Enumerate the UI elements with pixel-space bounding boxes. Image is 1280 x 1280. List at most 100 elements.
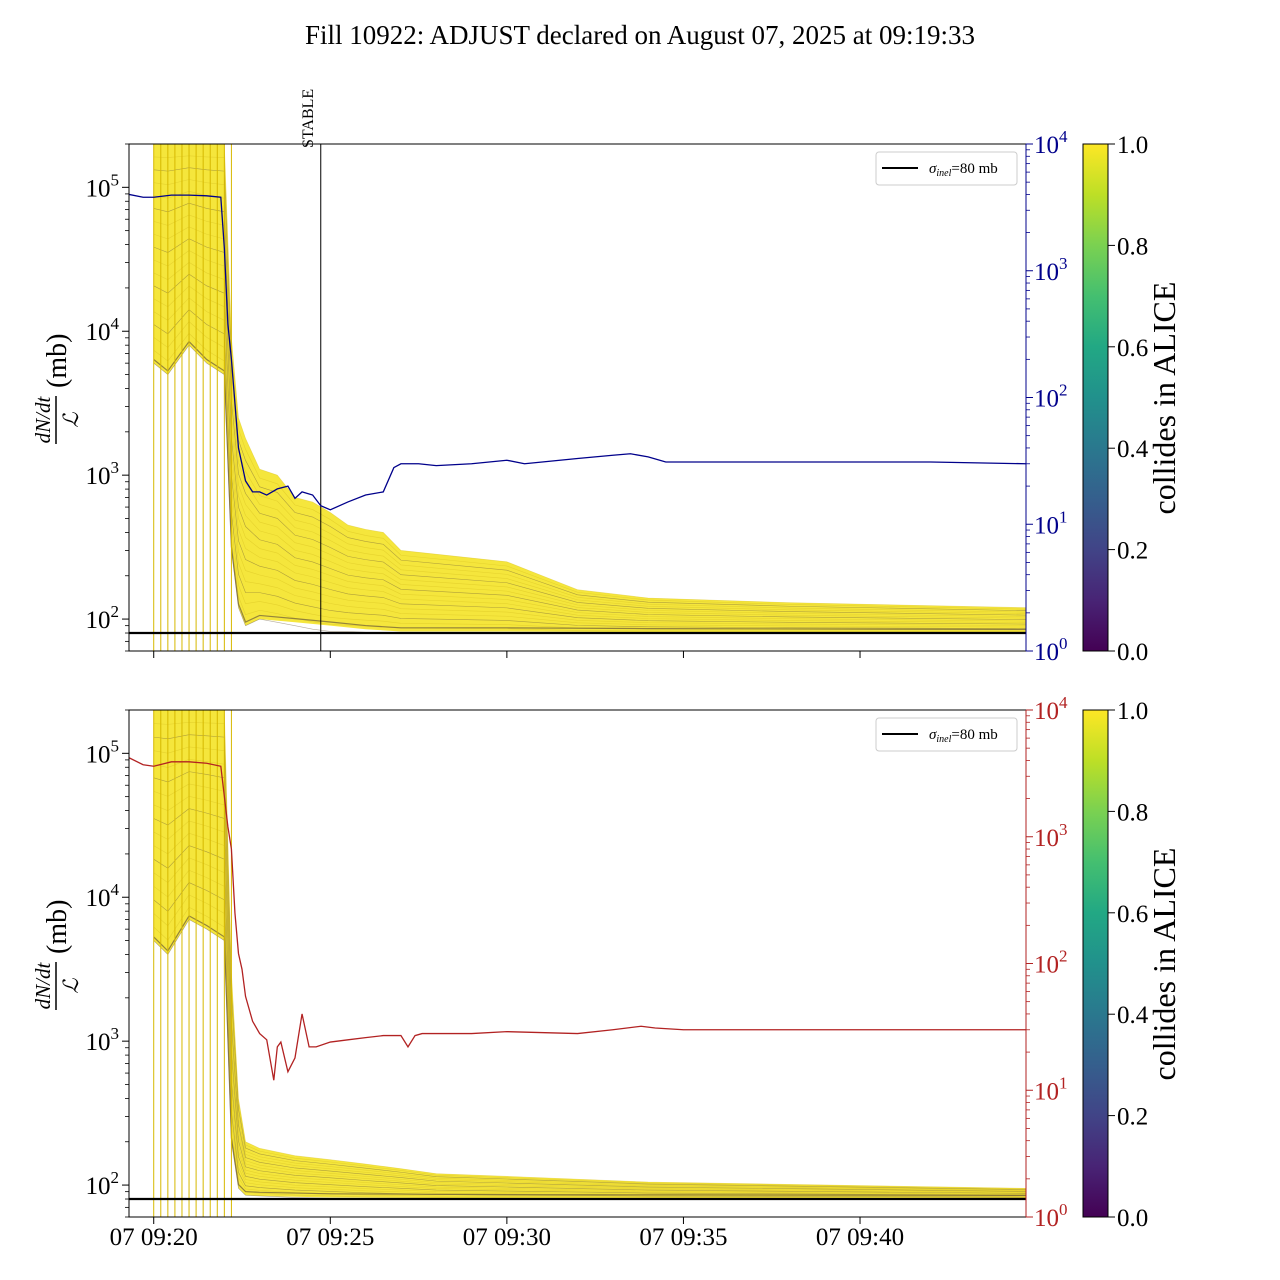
upper-right-tick-label-3: 103: [1034, 254, 1068, 286]
lower-left-tick-label-1: 103: [86, 1024, 120, 1056]
lower-left-tick-label-0: 102: [86, 1168, 120, 1200]
upper-panel: 102 103 104 105 100 101 102 103 104 STABLE σine…: [31, 89, 1182, 666]
upper-bunch-trace-10: [153, 226, 1026, 619]
upper-plot-area: [129, 144, 1026, 651]
lower-bunch-core: [153, 915, 1026, 1196]
figure-title: Fill 10922: ADJUST declared on August 07…: [305, 20, 975, 50]
upper-bunch-core: [153, 340, 1026, 630]
lower-right-axis: 100 101 102 103 104: [1025, 693, 1068, 1232]
x-tick-label-2: 07 09:30: [463, 1224, 551, 1251]
lower-x-axis: 07 09:20 07 09:25 07 09:30 07 09:35 07 09:40: [110, 1217, 904, 1251]
lower-colorbar-label: collides in ALICE: [1146, 848, 1182, 1081]
lower-bunch-trace-11: [153, 783, 1026, 1193]
upper-legend-label: σinel=80 mb: [929, 161, 998, 179]
upper-right-series-line: [129, 193, 1026, 511]
lower-ylabel-unit: (mb): [42, 900, 73, 954]
lower-y-label: dN/dt ℒ (mb): [31, 900, 83, 1010]
upper-bunch-trace-15: [153, 167, 1026, 611]
upper-left-tick-label-3: 105: [86, 170, 120, 202]
stable-label: STABLE: [300, 89, 317, 148]
lower-bunch-trace-6: [153, 845, 1026, 1196]
upper-x-axis: [153, 651, 861, 658]
upper-ylabel-den: ℒ: [59, 412, 83, 428]
x-tick-label-0: 07 09:20: [110, 1224, 198, 1251]
upper-left-tick-label-1: 103: [86, 458, 120, 490]
lower-bunch-trace-15: [153, 734, 1026, 1190]
lower-bunch-trace-10: [153, 795, 1026, 1194]
lower-legend: σinel=80 mb: [875, 717, 1018, 752]
lower-bunch-trace-1: [153, 906, 1026, 1199]
lower-bunch-trace-17: [153, 710, 1026, 1189]
upper-right-tick-label-2: 102: [1034, 381, 1068, 413]
upper-legend: σinel=80 mb: [875, 151, 1018, 186]
x-tick-label-4: 07 09:40: [816, 1224, 904, 1251]
upper-left-tick-label-0: 102: [86, 602, 120, 634]
upper-colorbar: 0.0 0.2 0.4 0.6 0.8 1.0 collides in ALICE: [1082, 132, 1182, 666]
lower-legend-label: σinel=80 mb: [929, 727, 998, 745]
upper-colorbar-label: collides in ALICE: [1146, 282, 1182, 515]
lower-bunch-trace-14: [153, 746, 1026, 1191]
upper-bunch-trace-9: [153, 238, 1026, 620]
lower-left-axis: 102 103 104 105: [86, 709, 129, 1218]
lower-bunch-trace-7: [153, 832, 1026, 1195]
upper-bunch-trace-2: [153, 321, 1026, 631]
upper-colorbar-tick-label-1: 0.2: [1117, 538, 1148, 565]
upper-ylabel-unit: (mb): [42, 334, 73, 388]
upper-bunch-trace-4: [153, 297, 1026, 628]
upper-bunch-trace-12: [153, 202, 1026, 616]
upper-bunch-trace-8: [153, 250, 1026, 622]
upper-colorbar-tick-label-0: 0.0: [1117, 639, 1148, 666]
lower-right-tick-label-0: 100: [1034, 1200, 1068, 1232]
lower-ylabel-den: ℒ: [59, 978, 83, 994]
upper-bunch-trace-5: [153, 285, 1026, 626]
lower-colorbar-tick-label-0: 0.0: [1117, 1205, 1148, 1232]
lower-colorbar-tick-label-2: 0.4: [1117, 1002, 1149, 1029]
lower-colorbar-tick-label-4: 0.8: [1117, 799, 1148, 826]
lower-bunch-trace-12: [153, 771, 1026, 1192]
upper-left-axis: 102 103 104 105: [86, 143, 129, 652]
upper-colorbar-tick-label-4: 0.8: [1117, 233, 1148, 260]
upper-right-tick-label-4: 104: [1034, 127, 1068, 159]
lower-axes-frame: [128, 709, 1027, 1218]
upper-bunch-band: [153, 144, 1026, 634]
lower-bunch-trace-16: [153, 722, 1026, 1190]
upper-colorbar-ticks: 0.0 0.2 0.4 0.6 0.8 1.0: [1108, 132, 1149, 666]
upper-bunch-trace-6: [153, 273, 1026, 625]
upper-bunch-trace-11: [153, 214, 1026, 617]
upper-colorbar-tick-label-5: 1.0: [1117, 132, 1148, 159]
lower-bunch-trace-5: [153, 857, 1026, 1197]
lower-colorbar: 0.0 0.2 0.4 0.6 0.8 1.0 collides in ALICE: [1082, 698, 1182, 1232]
x-tick-label-3: 07 09:35: [639, 1224, 727, 1251]
upper-bunch-trace-16: [153, 155, 1026, 610]
lower-right-series-line: [129, 757, 1026, 1081]
lower-plot-area: [129, 710, 1026, 1217]
lower-right-tick-label-4: 104: [1034, 693, 1068, 725]
upper-bunch-trace-14: [153, 179, 1026, 613]
lower-bunch-trace-13: [153, 758, 1026, 1192]
lower-bunch-trace-4: [153, 869, 1026, 1197]
lower-colorbar-tick-label-5: 1.0: [1117, 698, 1148, 725]
lower-right-tick-label-2: 102: [1034, 947, 1068, 979]
lower-colorbar-ticks: 0.0 0.2 0.4 0.6 0.8 1.0: [1108, 698, 1149, 1232]
x-tick-label-1: 07 09:25: [286, 1224, 374, 1251]
upper-colorbar-tick-label-2: 0.4: [1117, 436, 1149, 463]
lower-bunch-trace-8: [153, 820, 1026, 1195]
lower-colorbar-tick-label-1: 0.2: [1117, 1104, 1148, 1131]
lower-right-tick-label-3: 103: [1034, 820, 1068, 852]
lower-bunch-trace-9: [153, 808, 1026, 1194]
lower-right-tick-label-1: 101: [1034, 1073, 1068, 1105]
upper-colorbar-tick-label-3: 0.6: [1117, 335, 1148, 362]
upper-bunch-trace-7: [153, 261, 1026, 623]
upper-right-axis: 100 101 102 103 104: [1025, 127, 1068, 666]
upper-y-label: dN/dt ℒ (mb): [31, 334, 83, 444]
lower-ylabel-num: dN/dt: [31, 962, 55, 1010]
upper-bunch-trace-1: [153, 332, 1026, 632]
upper-bunch-trace-3: [153, 309, 1026, 629]
lower-left-tick-label-3: 105: [86, 736, 120, 768]
upper-right-tick-label-0: 100: [1034, 634, 1068, 666]
lower-left-tick-label-2: 104: [86, 880, 120, 912]
lower-colorbar-tick-label-3: 0.6: [1117, 901, 1148, 928]
upper-ylabel-num: dN/dt: [31, 396, 55, 444]
